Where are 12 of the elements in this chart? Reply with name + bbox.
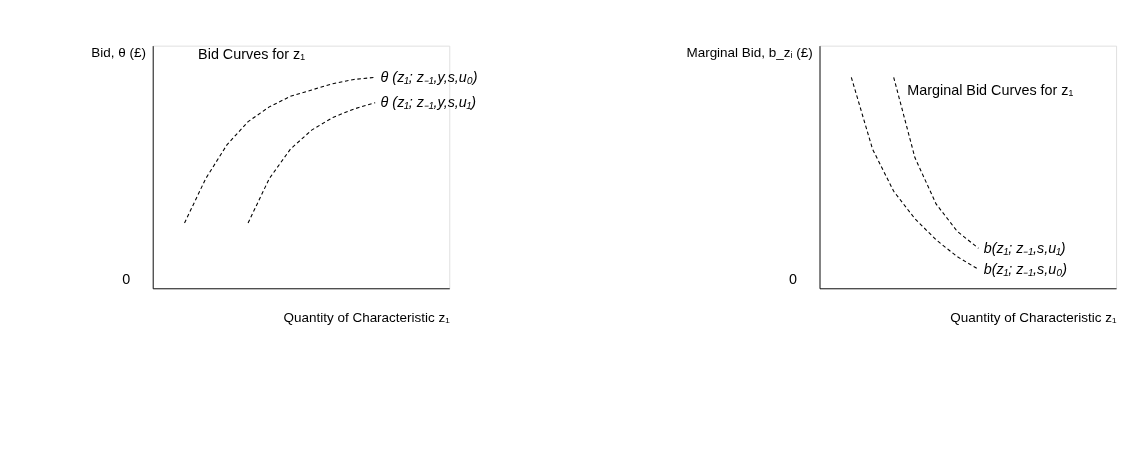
series-label: θ (z₁; z₋₁,y,s,u₀) [380, 68, 478, 85]
y-axis-title: Bid, θ (£) [91, 44, 147, 60]
y-axis-title: Marginal Bid, b_zᵢ (£) [686, 44, 813, 60]
series-label: b(z₁; z₋₁,s,u₀) [983, 260, 1067, 277]
text: 0 [122, 270, 131, 287]
series-label: b(z₁; z₋₁,s,u₁) [983, 239, 1066, 256]
x-axis-title: Quantity of Characteristic z₁ [950, 310, 1118, 326]
text: 0 [789, 270, 798, 287]
x-axis-title: Quantity of Characteristic z₁ [283, 310, 451, 326]
annotation: Marginal Bid Curves for z₁ [907, 82, 1074, 99]
series-label: θ (z₁; z₋₁,y,s,u₁) [380, 94, 477, 111]
text: Bid Curves for z₁ [198, 46, 306, 63]
